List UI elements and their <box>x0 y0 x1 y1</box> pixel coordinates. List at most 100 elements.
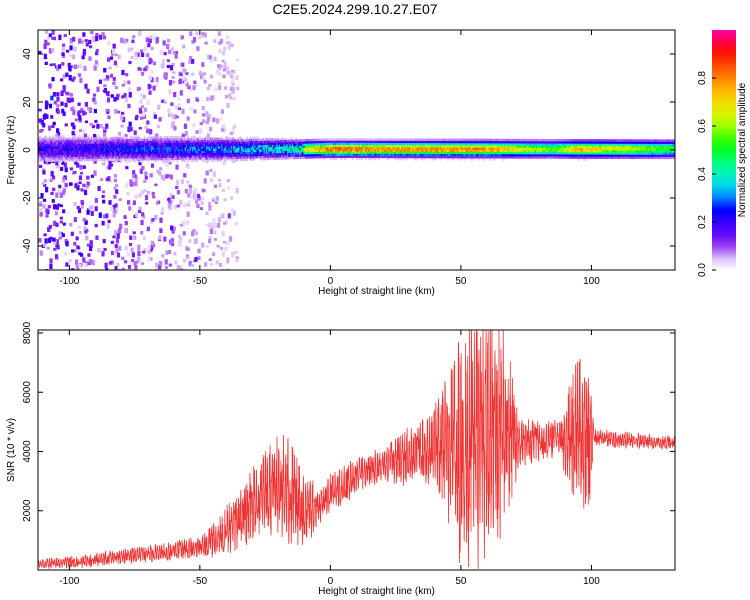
spectrogram-cell <box>231 141 234 145</box>
spectrogram-cell <box>151 244 156 248</box>
spectrogram-cell <box>197 144 200 147</box>
spectrogram-cell <box>210 148 213 151</box>
spectrogram-cell <box>241 145 244 149</box>
spectrogram-cell <box>168 140 171 143</box>
spectrogram-cell <box>195 155 198 158</box>
spectrogram-cell <box>215 144 218 147</box>
spectrogram-cell <box>43 144 46 147</box>
spectrogram-cell <box>87 154 90 157</box>
spectrogram-cell <box>358 144 361 148</box>
spectrogram-cell <box>69 148 72 151</box>
spectrogram-cell <box>221 148 224 151</box>
spectrogram-cell <box>77 139 80 142</box>
spectrogram-cell <box>281 155 284 158</box>
spectrogram-cell <box>463 138 466 142</box>
spectrogram-cell <box>49 150 52 154</box>
spectrogram-cell <box>237 156 240 159</box>
spectrogram-cell <box>490 145 493 148</box>
spectrogram-cell <box>453 140 456 144</box>
spectrogram-cell <box>221 268 225 270</box>
spectrogram-cell <box>90 141 93 144</box>
spectrogram-cell <box>247 141 250 144</box>
spectrogram-cell <box>103 147 106 151</box>
spectrogram-cell <box>263 157 266 161</box>
spectrogram-cell <box>392 144 395 148</box>
spectrogram-cell <box>154 160 157 163</box>
spectrogram-cell <box>230 79 235 83</box>
spectrogram-cell <box>143 248 147 253</box>
spectrogram-cell <box>377 142 380 146</box>
spectrogram-cell <box>209 152 212 156</box>
spectrogram-cell <box>134 149 137 152</box>
spectrogram-cell <box>322 153 325 157</box>
spectrogram-cell <box>65 137 68 140</box>
spectrogram-cell <box>157 144 160 148</box>
spectrogram-cell <box>381 153 384 156</box>
spectrogram-cell <box>90 145 93 149</box>
spectrogram-cell <box>155 151 158 154</box>
spectrogram-cell <box>207 152 210 156</box>
spectrogram-cell <box>373 155 376 159</box>
spectrogram-cell <box>151 138 154 141</box>
spectrogram-cell <box>207 222 212 228</box>
spectrogram-cell <box>229 72 233 78</box>
spectrogram-cell <box>483 156 486 159</box>
spectrogram-cell <box>129 143 132 146</box>
spectrogram-cell <box>57 159 60 162</box>
spectrogram-cell <box>221 150 224 153</box>
spectrogram-cell <box>86 150 89 153</box>
spectrogram-cell <box>186 98 190 104</box>
spectrogram-cell <box>117 149 120 153</box>
spectrogram-cell <box>81 152 84 155</box>
spectrogram-cell <box>238 152 241 155</box>
spectrogram-cell <box>71 130 75 136</box>
spectrogram-cell <box>229 137 232 140</box>
spectrogram-cell <box>58 64 62 69</box>
spectrogram-cell <box>110 251 115 256</box>
spectrogram-cell <box>104 141 107 144</box>
spectrogram-cell <box>368 157 371 161</box>
spectrogram-cell <box>112 147 115 151</box>
spectrogram-cell <box>55 137 58 140</box>
spectrogram-cell <box>289 148 292 151</box>
spectrogram-cell <box>121 147 124 150</box>
spectrogram-cell <box>397 144 400 148</box>
spectrogram-cell <box>177 135 180 139</box>
spectrogram-cell <box>203 144 206 147</box>
spectrogram-cell <box>136 136 139 139</box>
spectrogram-cell <box>184 148 187 152</box>
spectrogram-cell <box>124 138 127 142</box>
spectrogram-cell <box>389 149 392 152</box>
spectrogram-cell <box>493 145 496 148</box>
spectrogram-cell <box>40 120 44 125</box>
spectrogram-cell <box>326 142 329 146</box>
spectrogram-cell <box>343 151 346 154</box>
spectrogram-cell <box>95 152 98 155</box>
spectrogram-cell <box>316 153 319 157</box>
spectrogram-cell <box>260 157 263 161</box>
spectrogram-cell <box>137 151 140 155</box>
spectrogram-cell <box>179 223 183 227</box>
spectrogram-cell <box>153 149 156 152</box>
spectrogram-cell <box>381 144 384 148</box>
spectrogram-cell <box>176 159 179 163</box>
spectrogram-cell <box>247 151 250 155</box>
spectrogram-cell <box>47 152 50 156</box>
spectrogram-cell <box>314 149 317 153</box>
spectrogram-cell <box>383 155 386 159</box>
spectrogram-cell <box>274 157 277 160</box>
spectrogram-cell <box>256 147 259 150</box>
spectrogram-cell <box>261 142 264 146</box>
spectrogram-cell <box>72 135 75 138</box>
spectrogram-cell <box>126 160 129 163</box>
spectrogram-cell <box>92 154 95 157</box>
spectrogram-cell <box>229 158 232 162</box>
spectrogram-cell <box>61 190 66 196</box>
spectrogram-cell <box>332 153 335 156</box>
spectrogram-cell <box>142 142 145 146</box>
spectrogram-cell <box>42 137 45 141</box>
spectrogram-cell <box>221 59 225 63</box>
spectrogram-cell <box>96 123 100 129</box>
spectrogram-cell <box>372 144 375 148</box>
spectrogram-cell <box>458 140 461 144</box>
